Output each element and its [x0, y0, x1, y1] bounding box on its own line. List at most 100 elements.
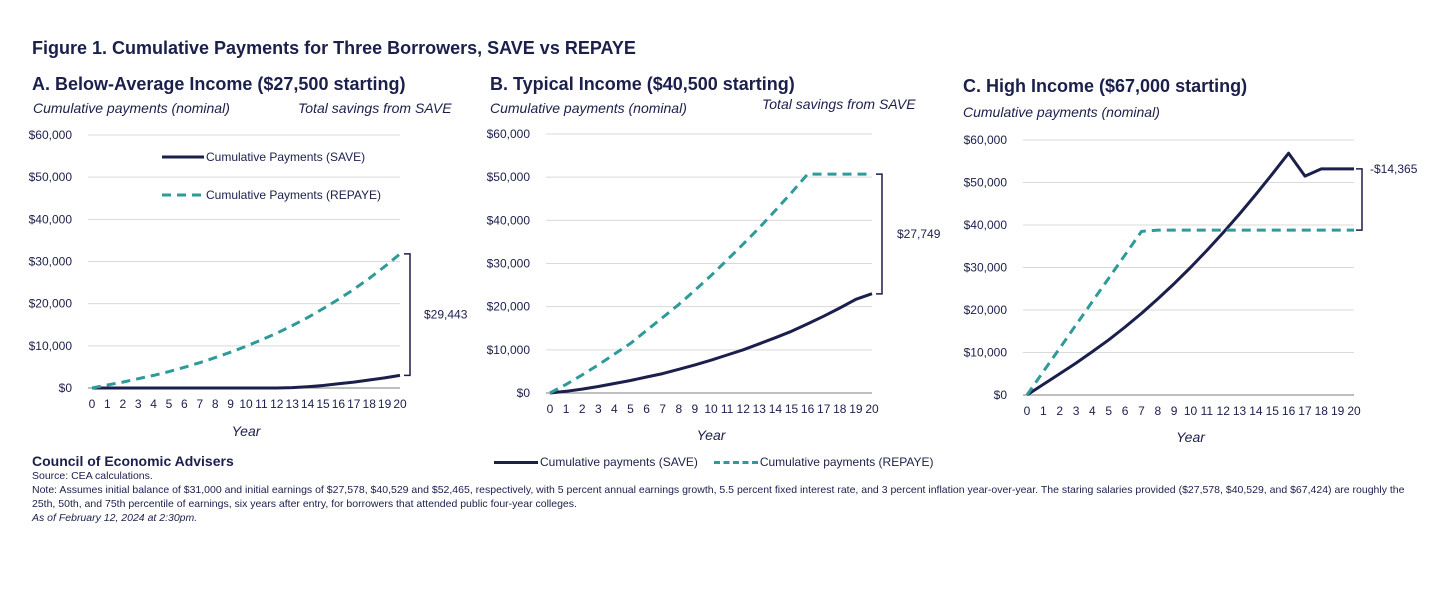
panel-a-xtick-label: 20 [393, 397, 407, 411]
panel-a-xtick-label: 12 [270, 397, 284, 411]
panel-a-series-repaye-line [91, 252, 401, 390]
panel-c-ytick-label: $40,000 [964, 218, 1008, 232]
panel-c-xtick-label: 18 [1315, 404, 1329, 418]
panel-c-xtick-label: 5 [1105, 404, 1112, 418]
panel-b-xtick-label: 17 [817, 402, 831, 416]
legend-swatch-repaye [713, 460, 758, 464]
panel-c-xtick-label: 1 [1040, 404, 1047, 418]
bottom-legend-repaye-label: Cumulative payments (REPAYE) [759, 455, 934, 469]
panel-b-xtick-label: 2 [579, 402, 586, 416]
source-note: Note: Assumes initial balance of $31,000… [32, 484, 1405, 510]
panel-b-xtick-label: 5 [627, 402, 634, 416]
panel-c-xtick-label: 17 [1298, 404, 1312, 418]
panel-a-ytick-label: $10,000 [29, 339, 73, 353]
panel-a-xtick-label: 14 [301, 397, 315, 411]
panel-c-xtick-label: 0 [1024, 404, 1031, 418]
panel-c-xtick-label: 13 [1233, 404, 1247, 418]
panel-c-xtick-label: 7 [1138, 404, 1145, 418]
panel-b-series-repaye-line [549, 172, 872, 395]
panel-a-ytick-label: $20,000 [29, 297, 73, 311]
panel-c-ytick-label: $50,000 [964, 176, 1008, 190]
panel-c-xtick-label: 10 [1184, 404, 1198, 418]
panel-a-title: A. Below-Average Income ($27,500 startin… [32, 74, 406, 94]
panel-b-ytick-label: $0 [517, 386, 531, 400]
panel-a-ytick-label: $60,000 [29, 128, 73, 142]
panel-c-xtick-label: 19 [1331, 404, 1345, 418]
bottom-legend: Cumulative payments (SAVE) Cumulative pa… [494, 455, 949, 469]
panel-a-xtick-label: 13 [286, 397, 300, 411]
panel-b-xtick-label: 7 [659, 402, 666, 416]
panel-a-x-axis-label: Year [232, 423, 262, 439]
panel-b-xtick-label: 9 [692, 402, 699, 416]
inset-legend-save-label: Cumulative Payments (SAVE) [206, 150, 365, 164]
panel-c-ytick-label: $0 [994, 388, 1008, 402]
panel-b-xtick-label: 19 [849, 402, 863, 416]
panel-b-ylabel: Cumulative payments (nominal) [490, 100, 687, 116]
legend-swatch-save [494, 460, 538, 464]
panel-b-ytick-label: $60,000 [487, 127, 531, 141]
panel-c-xtick-label: 16 [1282, 404, 1296, 418]
panel-a-xtick-label: 0 [89, 397, 96, 411]
panel-a-ytick-label: $40,000 [29, 212, 73, 226]
panel-c-ytick-label: $30,000 [964, 261, 1008, 275]
panel-b-xtick-label: 18 [833, 402, 847, 416]
panel-c-xtick-label: 14 [1249, 404, 1263, 418]
panel-b-xtick-label: 1 [563, 402, 570, 416]
source-block: Council of Economic Advisers Source: CEA… [32, 453, 1427, 525]
panel-c-savings-annotation: -$14,365 [1370, 162, 1418, 176]
panel-a-series-save-line [92, 373, 401, 390]
panel-a-xtick-label: 7 [196, 397, 203, 411]
panel-c-title: C. High Income ($67,000 starting) [963, 76, 1248, 96]
panel-b-xtick-label: 15 [785, 402, 799, 416]
panel-c-savings-bracket [1356, 168, 1363, 231]
panel-c-ytick-label: $60,000 [964, 133, 1008, 147]
panel-a-xtick-label: 6 [181, 397, 188, 411]
panel-c-ytick-label: $20,000 [964, 303, 1008, 317]
panel-a-ytick-label: $50,000 [29, 170, 73, 184]
panel-b-xtick-label: 4 [611, 402, 618, 416]
panel-c-xtick-label: 3 [1073, 404, 1080, 418]
source-line: Source: CEA calculations. [32, 470, 153, 482]
panel-a-xtick-label: 4 [150, 397, 157, 411]
panel-b-xtick-label: 11 [721, 402, 734, 416]
panel-a-savings-annotation: $29,443 [424, 308, 468, 322]
panel-b-xtick-label: 13 [753, 402, 767, 416]
panel-c-xtick-label: 20 [1347, 404, 1361, 418]
source-as-of: As of February 12, 2024 at 2:30pm. [32, 512, 198, 524]
bottom-legend-save: Cumulative payments (SAVE) [494, 455, 698, 469]
panel-b-xtick-label: 10 [704, 402, 718, 416]
panel-b-xtick-label: 6 [643, 402, 650, 416]
panel-a-xtick-label: 15 [316, 397, 330, 411]
panel-a-xtick-label: 2 [119, 397, 126, 411]
panel-c-xtick-label: 4 [1089, 404, 1096, 418]
panel-b-ytick-label: $30,000 [487, 257, 531, 271]
figure-title: Figure 1. Cumulative Payments for Three … [32, 38, 636, 58]
panel-b-savings-bracket [876, 173, 883, 295]
panel-b-ytick-label: $50,000 [487, 170, 531, 184]
panel-a-xtick-label: 18 [363, 397, 377, 411]
panel-b-ytick-label: $10,000 [487, 343, 531, 357]
source-org: Council of Economic Advisers [32, 453, 234, 469]
panel-a-xtick-label: 5 [166, 397, 173, 411]
panel-a-xtick-label: 11 [255, 397, 268, 411]
panel-b-series-save-line [549, 292, 873, 395]
panel-b-ytick-label: $40,000 [487, 213, 531, 227]
panel-c-xtick-label: 8 [1154, 404, 1161, 418]
panel-a-xtick-label: 9 [227, 397, 234, 411]
panel-b-savings-annotation: $27,749 [897, 227, 941, 241]
panel-c-xtick-label: 15 [1266, 404, 1280, 418]
panel-b-xtick-label: 8 [675, 402, 682, 416]
panel-a-ytick-label: $30,000 [29, 255, 73, 269]
inset-legend-repaye-label: Cumulative Payments (REPAYE) [206, 188, 381, 202]
panel-c-xtick-label: 11 [1201, 404, 1214, 418]
panel-a-xtick-label: 3 [135, 397, 142, 411]
panel-a-xtick-label: 17 [347, 397, 361, 411]
panel-a-ytick-label: $0 [59, 381, 73, 395]
panel-b-ytick-label: $20,000 [487, 300, 531, 314]
panel-b-xtick-label: 3 [595, 402, 602, 416]
panel-c-xtick-label: 9 [1171, 404, 1178, 418]
panel-c-series-save-line [1026, 151, 1354, 397]
panel-a-savings-label: Total savings from SAVE [298, 100, 452, 116]
panel-c-x-axis-label: Year [1176, 429, 1206, 445]
